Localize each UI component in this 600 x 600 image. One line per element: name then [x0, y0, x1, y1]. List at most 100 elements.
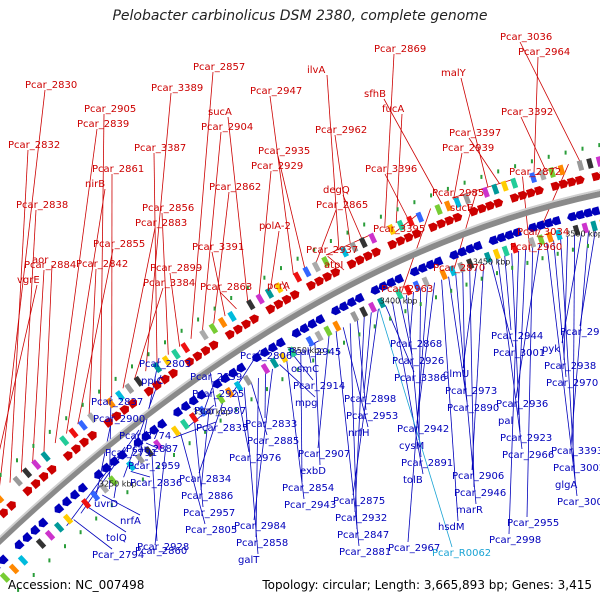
reverse-gene-label: Pcar_2953 — [346, 411, 398, 422]
reverse-connector — [363, 312, 372, 394]
reverse-connector — [198, 401, 224, 474]
gene-arrow — [321, 256, 331, 268]
gene-arrow — [493, 198, 504, 209]
gene-arrow — [197, 405, 208, 417]
gene-arrow — [358, 237, 368, 249]
gene-arrow — [315, 314, 326, 325]
gc-tick — [413, 200, 416, 205]
gc-tick — [213, 306, 216, 311]
gene-arrow — [403, 232, 414, 243]
reverse-gene-label: Pcar_2875 — [333, 496, 385, 507]
gene-arrow — [119, 405, 129, 416]
gene-arrow — [181, 400, 191, 411]
forward-gene-label: Pcar_3392 — [501, 107, 553, 118]
gc-tick — [235, 407, 237, 412]
gene-arrow — [227, 310, 237, 323]
gc-tick — [246, 285, 249, 290]
reverse-gene-label: hsdM — [438, 522, 465, 533]
gc-tick — [358, 332, 361, 337]
kbp-label: 3250 kbp — [99, 480, 137, 489]
gene-arrow — [488, 235, 499, 245]
reverse-gene-label: Pcar_2936 — [496, 399, 548, 410]
gene-arrow — [492, 248, 501, 260]
gene-arrow — [80, 498, 92, 509]
gc-tick — [530, 159, 533, 164]
gene-arrow — [538, 169, 547, 181]
forward-connector — [519, 41, 581, 162]
gene-arrow — [105, 397, 116, 409]
gene-arrow — [62, 451, 73, 462]
reverse-connector — [145, 442, 160, 450]
gc-tick — [16, 458, 18, 463]
gene-arrow — [242, 374, 253, 386]
reverse-gene-label: Pcar_2774 — [119, 431, 171, 442]
gene-arrow — [53, 521, 65, 533]
gene-arrow — [395, 236, 406, 246]
reverse-gene-label: Pcar_2998 — [489, 535, 541, 546]
reverse-gene-label: Pcar_2805 — [185, 525, 237, 536]
gene-arrow — [44, 529, 56, 541]
gene-arrow — [192, 351, 202, 362]
gc-tick — [404, 309, 407, 314]
forward-gene-label: Pcar_2905 — [84, 104, 136, 115]
forward-connector — [161, 212, 169, 355]
gene-arrow — [143, 446, 155, 458]
gene-arrow — [590, 220, 598, 232]
gc-tick — [95, 516, 98, 521]
reverse-gene-label: Pcar_2973 — [445, 386, 497, 397]
gene-arrow — [38, 472, 49, 483]
gene-arrow — [566, 177, 577, 187]
gc-tick — [465, 282, 468, 287]
forward-connector — [122, 227, 156, 389]
reverse-gene-label: Pcar_2836 — [130, 478, 182, 489]
gene-arrow — [200, 346, 211, 357]
reverse-gene-label: Pcar_3002 — [553, 463, 600, 474]
gene-arrow — [377, 297, 386, 309]
gc-tick — [541, 256, 544, 261]
gene-arrow — [510, 177, 519, 189]
gene-arrow — [249, 314, 259, 325]
reverse-connector — [385, 305, 415, 373]
rna-gene-label: Pcar_R0062 — [432, 548, 491, 559]
reverse-connector — [418, 288, 421, 441]
gene-arrow — [415, 211, 425, 223]
forward-connector — [325, 233, 374, 256]
gc-tick — [296, 367, 299, 372]
reverse-gene-label: Pcar_2925 — [192, 389, 244, 400]
gene-arrow — [439, 268, 448, 281]
gene-arrow — [77, 419, 88, 431]
gc-tick — [32, 573, 35, 577]
reverse-gene-label: Pcar_2868 — [390, 339, 442, 350]
gene-arrow — [403, 284, 413, 296]
forward-connector — [145, 92, 172, 372]
label-connectors — [0, 41, 596, 555]
reverse-connector — [563, 236, 568, 361]
reverse-gene-label: Pcar_2833 — [245, 419, 297, 430]
forward-connector — [77, 248, 114, 425]
gene-arrow — [59, 435, 70, 447]
gene-arrow — [305, 335, 315, 347]
forward-gene-label: Pcar_3389 — [151, 83, 203, 94]
gc-tick — [581, 146, 584, 151]
reverse-connector — [300, 351, 303, 483]
gene-arrow — [330, 267, 341, 278]
gc-tick — [329, 239, 332, 243]
gene-arrow — [212, 378, 223, 389]
gene-arrow — [143, 386, 154, 397]
reverse-connector — [511, 253, 521, 433]
reverse-gene-label: Pcar_3393 — [551, 446, 600, 457]
reverse-connector — [94, 412, 114, 502]
reverse-gene-label: Pcar_2966 — [502, 450, 554, 461]
gene-arrow — [6, 500, 16, 511]
gene-arrow — [246, 299, 256, 311]
gene-arrow — [387, 223, 396, 236]
gene-arrow — [208, 340, 219, 351]
forward-connector — [153, 152, 158, 363]
forward-gene-label: atpI — [324, 260, 343, 271]
gene-arrow — [265, 304, 276, 315]
forward-connector — [468, 137, 500, 184]
gene-arrow — [476, 203, 487, 214]
reverse-connector — [526, 246, 534, 518]
gene-arrow — [558, 179, 569, 189]
